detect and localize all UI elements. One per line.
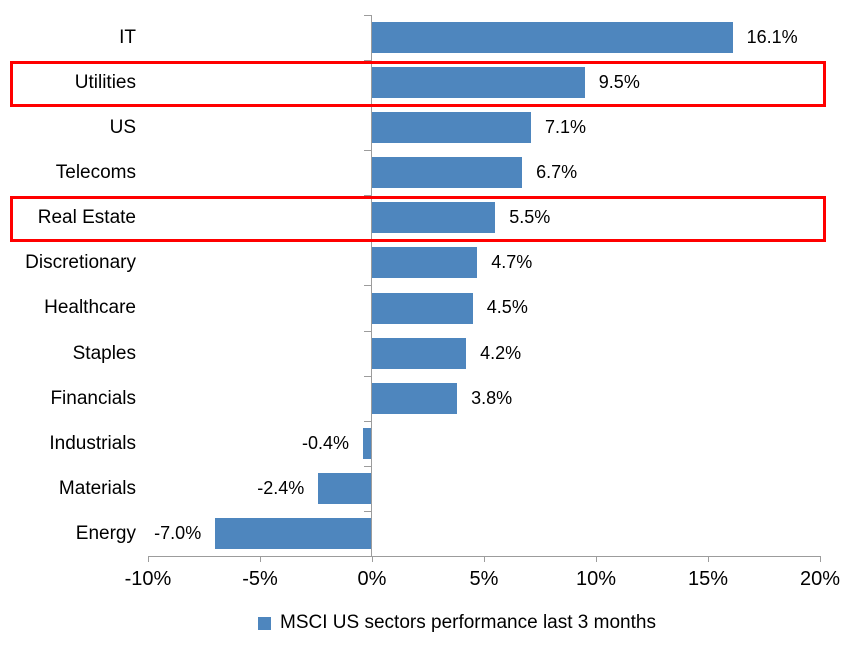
value-label: 4.2% (480, 342, 522, 363)
category-label: Real Estate (37, 207, 136, 229)
legend-marker-square-icon (258, 616, 272, 630)
category-label: US (109, 117, 136, 139)
x-axis-tick-label: 20% (799, 568, 841, 590)
bar-row: Materials -2.4% (0, 466, 852, 511)
x-axis-tick-label: -5% (242, 568, 278, 590)
x-axis-tick (484, 556, 485, 562)
x-axis-tick (596, 556, 597, 562)
legend-label: MSCI US sectors performance last 3 month… (280, 612, 656, 633)
x-axis-tick-label: 15% (687, 568, 729, 590)
highlight-box-utilities (10, 61, 826, 108)
value-label: 6.7% (536, 162, 578, 183)
value-label: -2.4% (257, 477, 305, 498)
category-label: Healthcare (44, 297, 136, 319)
value-label: 16.1% (746, 27, 798, 47)
category-label: Industrials (49, 432, 136, 454)
legend: MSCI US sectors performance last 3 month… (0, 610, 852, 636)
category-tick (364, 15, 372, 16)
value-label: 7.1% (545, 117, 587, 138)
bar-row: US 7.1% (0, 105, 852, 150)
bar (372, 292, 473, 324)
value-label: 5.5% (509, 207, 551, 228)
category-label: Financials (50, 387, 136, 409)
bar (372, 67, 585, 99)
category-tick (364, 510, 372, 512)
bar (372, 22, 733, 54)
bar-row: Staples 4.2% (0, 331, 852, 376)
bar-row: Energy -7.0% (0, 511, 852, 556)
bar-row: Real Estate 5.5% (0, 195, 852, 240)
bar-row: Healthcare 4.5% (0, 285, 852, 330)
category-tick (364, 285, 372, 287)
value-label: -7.0% (154, 522, 202, 543)
x-axis-tick-label: 10% (575, 568, 617, 590)
bar (372, 247, 478, 279)
value-label: 3.8% (471, 387, 513, 408)
category-label: Utilities (74, 72, 136, 94)
category-label: Materials (58, 477, 136, 499)
value-label: 4.7% (491, 252, 533, 273)
x-axis-tick (820, 556, 821, 562)
x-axis-tick-label: 0% (357, 568, 387, 590)
bar (372, 202, 496, 234)
bar (372, 112, 532, 144)
highlight-box-real-estate (10, 196, 826, 243)
category-label: Telecoms (55, 162, 136, 184)
category-tick (364, 195, 372, 197)
category-label: Energy (75, 522, 136, 544)
category-tick (364, 465, 372, 467)
bar (215, 517, 372, 549)
value-label: 9.5% (598, 72, 640, 93)
value-label: -0.4% (302, 432, 350, 453)
category-label: Discretionary (25, 252, 136, 274)
category-label: Staples (72, 342, 136, 364)
bar-row: Discretionary 4.7% (0, 240, 852, 285)
bar (318, 472, 372, 504)
bar-row: Telecoms 6.7% (0, 150, 852, 195)
category-label: IT (119, 27, 136, 48)
value-label: 4.5% (486, 297, 528, 318)
bar (372, 157, 523, 189)
bar (372, 382, 458, 414)
x-axis-tick-label: -10% (124, 568, 172, 590)
bar-row: IT 16.1% (0, 15, 852, 60)
category-tick (364, 60, 372, 62)
category-tick (364, 375, 372, 377)
category-tick (364, 150, 372, 152)
x-axis-tick-label: 5% (469, 568, 499, 590)
x-axis-tick (708, 556, 709, 562)
bar-row: Industrials -0.4% (0, 421, 852, 466)
x-axis-tick (372, 556, 373, 562)
bar-row: Utilities 9.5% (0, 60, 852, 105)
category-tick (364, 420, 372, 422)
category-tick (364, 330, 372, 332)
bar (363, 427, 372, 459)
bar-row: Financials 3.8% (0, 376, 852, 421)
x-axis-tick (260, 556, 261, 562)
bar (372, 337, 467, 369)
x-axis-tick (148, 556, 149, 562)
